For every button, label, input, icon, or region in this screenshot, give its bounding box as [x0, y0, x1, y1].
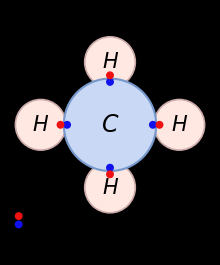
- Circle shape: [64, 79, 156, 171]
- Text: C: C: [102, 113, 118, 137]
- Text: H: H: [33, 115, 49, 135]
- Circle shape: [156, 121, 163, 129]
- Circle shape: [57, 121, 64, 129]
- Circle shape: [149, 121, 157, 129]
- Circle shape: [106, 78, 114, 86]
- Circle shape: [15, 212, 23, 220]
- Circle shape: [63, 121, 71, 129]
- Circle shape: [154, 99, 205, 150]
- Circle shape: [85, 37, 135, 87]
- Text: H: H: [171, 115, 187, 135]
- Circle shape: [106, 170, 114, 178]
- Circle shape: [106, 164, 114, 172]
- Circle shape: [106, 71, 114, 79]
- Circle shape: [15, 220, 23, 228]
- Circle shape: [15, 99, 66, 150]
- Text: H: H: [102, 178, 118, 197]
- Text: H: H: [102, 52, 118, 72]
- Circle shape: [85, 162, 135, 213]
